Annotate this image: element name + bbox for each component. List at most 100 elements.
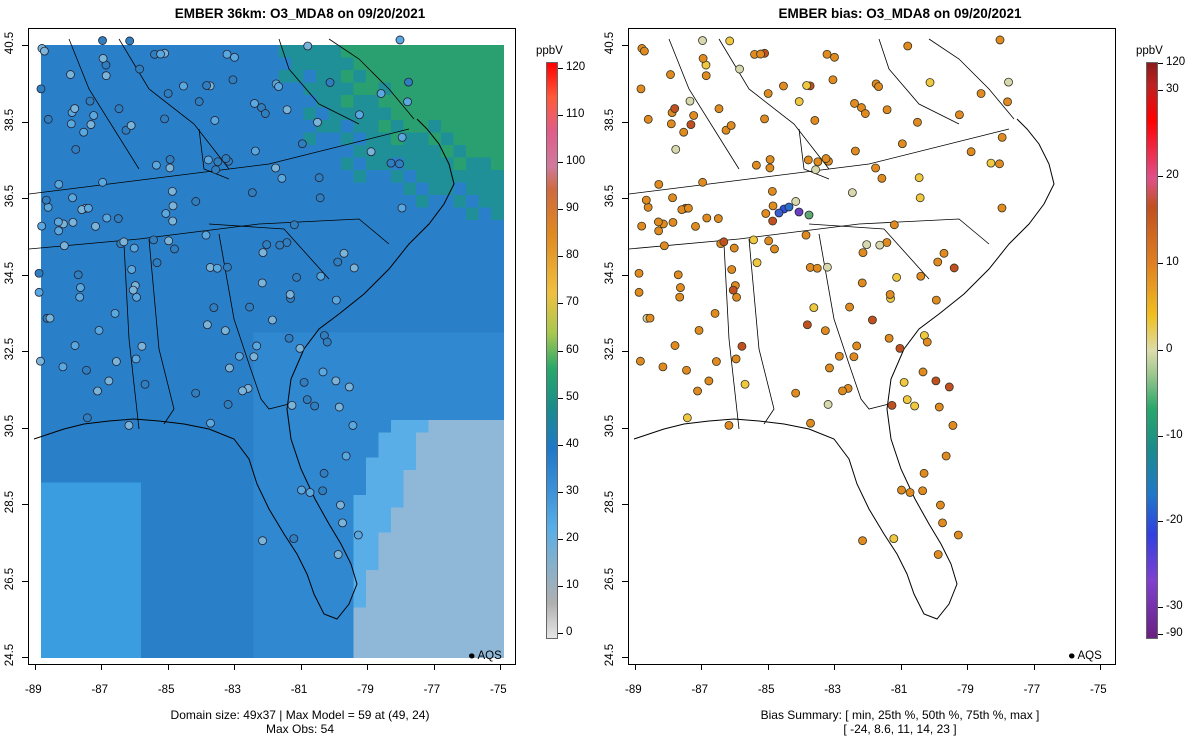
- bias-station-marker: [634, 287, 644, 297]
- model-grid-cell: [316, 57, 329, 71]
- model-grid-cell: [453, 595, 467, 608]
- model-grid-cell: [103, 107, 117, 121]
- bias-station-marker: [749, 235, 758, 245]
- aqs-station-marker: [128, 285, 138, 295]
- model-grid-cell: [153, 645, 167, 658]
- model-grid-cell: [491, 545, 504, 558]
- aqs-station-marker: [303, 41, 313, 51]
- model-grid-cell: [103, 420, 117, 433]
- model-grid-cell: [391, 570, 404, 583]
- model-grid-cell: [316, 545, 329, 558]
- model-grid-cell: [416, 332, 429, 346]
- aqs-station-marker: [76, 283, 85, 292]
- model-grid-cell: [91, 245, 104, 258]
- model-grid-cell: [428, 107, 442, 121]
- bias-station-marker: [813, 157, 823, 167]
- aqs-station-marker: [257, 278, 267, 288]
- model-grid-cell: [91, 195, 104, 208]
- model-grid-cell: [178, 345, 192, 358]
- model-grid-cell: [78, 420, 92, 433]
- model-grid-cell: [66, 645, 79, 658]
- x-tick-mark: [900, 664, 902, 670]
- bias-station-marker: [791, 197, 801, 206]
- model-grid-cell: [328, 182, 342, 196]
- bias-station-marker: [810, 116, 820, 125]
- colorbar-tick-mark: [558, 585, 563, 587]
- model-grid-cell: [166, 570, 179, 583]
- model-grid-cell: [53, 195, 67, 208]
- model-grid-cell: [416, 145, 429, 158]
- model-grid-cell: [241, 482, 254, 496]
- model-grid-cell: [366, 420, 379, 433]
- aqs-station-marker: [164, 236, 174, 246]
- model-grid-cell: [453, 257, 467, 271]
- aqs-station-marker: [258, 536, 267, 546]
- model-grid-cell: [341, 95, 354, 108]
- model-grid-cell: [178, 582, 192, 596]
- model-grid-cell: [391, 470, 404, 483]
- model-grid-cell: [366, 45, 379, 58]
- model-grid-cell: [391, 582, 404, 596]
- model-grid-cell: [278, 307, 292, 321]
- bias-station-marker: [916, 271, 926, 281]
- x-tick-mark: [834, 664, 836, 670]
- model-grid-cell: [366, 632, 379, 646]
- model-grid-cell: [141, 307, 154, 321]
- model-grid-cell: [216, 82, 229, 96]
- model-grid-cell: [41, 557, 54, 571]
- model-grid-cell: [116, 220, 129, 233]
- model-grid-cell: [453, 632, 467, 646]
- bias-station-marker: [774, 208, 784, 218]
- legend-aqs-label: AQS: [477, 650, 502, 662]
- model-grid-cell: [391, 232, 404, 246]
- model-grid-cell: [228, 270, 242, 283]
- model-grid-cell: [166, 432, 179, 446]
- model-grid-cell: [78, 582, 92, 596]
- bias-station-marker: [884, 333, 894, 343]
- model-grid-cell: [278, 220, 292, 233]
- model-grid-cell: [428, 182, 442, 196]
- model-grid-cell: [228, 595, 242, 608]
- model-grid-cell: [41, 345, 54, 358]
- model-grid-cell: [316, 232, 329, 246]
- model-grid-cell: [391, 220, 404, 233]
- model-grid-cell: [266, 545, 279, 558]
- y-tick-label: 26.5: [604, 567, 616, 590]
- colorbar-tick-label: -90: [1166, 627, 1183, 639]
- model-grid-cell: [328, 570, 342, 583]
- model-grid-cell: [491, 45, 504, 58]
- y-tick-mark: [22, 198, 28, 199]
- model-grid-cell: [91, 395, 104, 408]
- model-grid-cell: [366, 182, 379, 196]
- model-grid-cell: [191, 607, 204, 621]
- model-grid-cell: [41, 170, 54, 183]
- aqs-station-marker: [34, 287, 44, 297]
- colorbar-tick-mark: [558, 68, 563, 69]
- model-grid-cell: [353, 157, 367, 171]
- model-grid-cell: [166, 470, 179, 483]
- model-grid-cell: [291, 195, 304, 208]
- model-grid-cell: [228, 82, 242, 96]
- model-grid-cell: [441, 295, 454, 308]
- bias-station-marker: [659, 241, 669, 251]
- model-grid-cell: [191, 120, 204, 133]
- model-grid-cell: [178, 645, 192, 658]
- model-grid-cell: [53, 570, 67, 583]
- model-grid-cell: [478, 457, 492, 471]
- model-grid-cell: [303, 195, 317, 208]
- model-grid-cell: [428, 445, 442, 458]
- model-grid-cell: [253, 57, 267, 71]
- model-grid-cell: [78, 607, 92, 621]
- model-grid-cell: [453, 470, 467, 483]
- model-grid-cell: [491, 132, 504, 146]
- aqs-station-marker: [165, 155, 175, 164]
- model-grid-cell: [53, 407, 67, 421]
- model-grid-cell: [403, 495, 417, 508]
- model-grid-cell: [141, 582, 154, 596]
- model-grid-cell: [316, 495, 329, 508]
- model-grid-cell: [366, 245, 379, 258]
- colorbar-tick-mark: [558, 162, 563, 164]
- model-grid-cell: [66, 445, 79, 458]
- legend-dot-marker: [1069, 653, 1075, 659]
- model-grid-cell: [453, 145, 467, 158]
